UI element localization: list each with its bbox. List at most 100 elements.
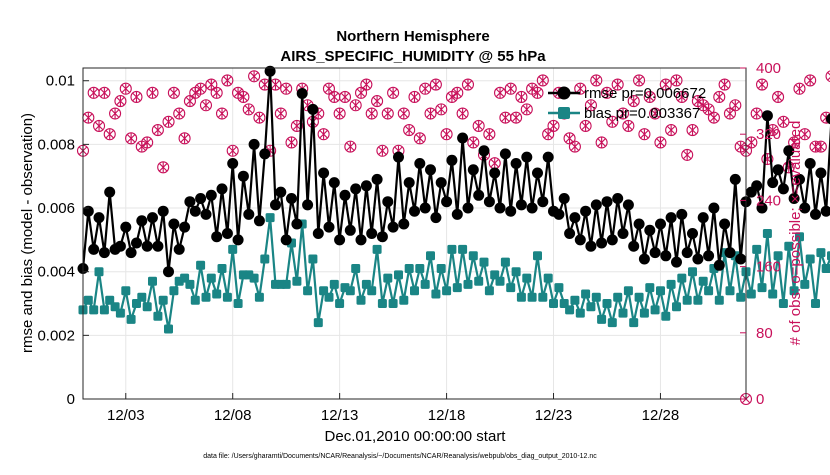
bias-point xyxy=(747,290,756,299)
rmse-point xyxy=(463,203,474,214)
rmse-point xyxy=(725,247,736,258)
rmse-point xyxy=(634,219,645,230)
rmse-point xyxy=(559,193,570,204)
bias-point xyxy=(768,290,777,299)
rmse-point xyxy=(324,222,335,233)
bias-point xyxy=(260,255,269,264)
bias-point xyxy=(667,280,676,289)
rmse-point xyxy=(452,209,463,220)
bias-point xyxy=(608,318,617,327)
rmse-point xyxy=(345,225,356,236)
rmse-point xyxy=(596,238,607,249)
y-left-tick-label: 0.006 xyxy=(37,200,75,217)
bias-point xyxy=(121,286,130,295)
bias-point xyxy=(234,299,243,308)
bias-point xyxy=(223,293,232,302)
rmse-point xyxy=(767,177,778,188)
bias-point xyxy=(164,325,173,334)
rmse-point xyxy=(142,241,153,252)
rmse-point xyxy=(414,158,425,169)
rmse-point xyxy=(238,171,249,182)
bias-point xyxy=(549,299,558,308)
rmse-point xyxy=(184,196,195,207)
rmse-point xyxy=(398,219,409,230)
bias-point xyxy=(736,293,745,302)
rmse-point xyxy=(120,222,131,233)
rmse-point xyxy=(618,228,629,239)
rmse-point xyxy=(404,177,415,188)
bias-point xyxy=(522,274,531,283)
bias-point xyxy=(191,296,200,305)
bias-point xyxy=(640,309,649,318)
rmse-point xyxy=(532,168,543,179)
rmse-point xyxy=(158,206,169,217)
rmse-point xyxy=(179,222,190,233)
rmse-point xyxy=(201,209,212,220)
rmse-point xyxy=(243,209,254,220)
rmse-point xyxy=(297,88,308,99)
rmse-point xyxy=(457,133,468,144)
bias-point xyxy=(159,296,168,305)
rmse-point xyxy=(505,206,516,217)
bias-point xyxy=(405,264,414,273)
rmse-point xyxy=(580,206,591,217)
bias-point xyxy=(250,274,259,283)
bias-point xyxy=(635,293,644,302)
rmse-point xyxy=(468,164,479,175)
rmse-point xyxy=(222,228,233,239)
rmse-point xyxy=(190,206,201,217)
y-right-tick-label: 0 xyxy=(756,391,764,408)
rmse-point xyxy=(751,180,762,191)
bias-point xyxy=(480,258,489,267)
rmse-point xyxy=(307,104,318,115)
bias-point xyxy=(127,315,136,324)
bias-point xyxy=(357,296,366,305)
chart-title: Northern Hemisphere xyxy=(336,28,489,45)
bias-point xyxy=(715,296,724,305)
rmse-point xyxy=(489,168,500,179)
rmse-point xyxy=(340,190,351,201)
bias-point xyxy=(581,290,590,299)
bias-point xyxy=(442,286,451,295)
rmse-point xyxy=(313,228,324,239)
rmse-point xyxy=(671,257,682,268)
rmse-point xyxy=(815,168,826,179)
bias-point xyxy=(389,299,398,308)
bias-point xyxy=(330,280,339,289)
rmse-point xyxy=(591,199,602,210)
rmse-point xyxy=(356,234,367,245)
bias-point xyxy=(506,283,515,292)
bias-point xyxy=(538,293,547,302)
bias-point xyxy=(415,264,424,273)
rmse-point xyxy=(377,231,388,242)
y-left-tick-label: 0.002 xyxy=(37,327,75,344)
rmse-point xyxy=(195,193,206,204)
rmse-point xyxy=(147,212,158,223)
bias-point xyxy=(266,213,275,222)
rmse-point xyxy=(259,148,270,159)
y-right-tick-label: 240 xyxy=(756,192,781,209)
rmse-point xyxy=(409,206,420,217)
rmse-point xyxy=(537,196,548,207)
rmse-point xyxy=(318,168,329,179)
rmse-point xyxy=(585,241,596,252)
bias-point xyxy=(100,305,109,314)
bias-point xyxy=(207,274,216,283)
bias-point xyxy=(426,251,435,260)
bias-point xyxy=(822,264,830,273)
legend-rmse-marker xyxy=(558,87,571,100)
bias-point xyxy=(202,293,211,302)
bias-point xyxy=(763,229,772,238)
rmse-point xyxy=(126,247,137,258)
bias-point xyxy=(378,299,387,308)
rmse-point xyxy=(88,244,99,255)
rmse-point xyxy=(714,260,725,271)
rmse-point xyxy=(708,203,719,214)
rmse-point xyxy=(484,196,495,207)
rmse-point xyxy=(334,234,345,245)
rmse-point xyxy=(99,247,110,258)
rmse-point xyxy=(174,244,185,255)
rmse-point xyxy=(575,234,586,245)
bias-point xyxy=(453,283,462,292)
